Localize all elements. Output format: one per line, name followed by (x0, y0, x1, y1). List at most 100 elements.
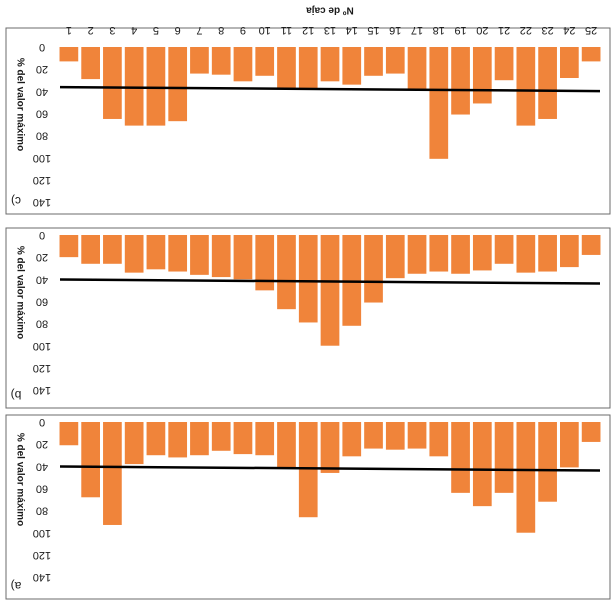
x-category-label: 24 (563, 24, 575, 36)
bar-5 (146, 422, 166, 456)
y-tick-label: 100 (33, 340, 51, 352)
x-category-label: 21 (498, 24, 510, 36)
bar-1 (59, 422, 79, 446)
bar-10 (255, 422, 275, 456)
y-tick-label: 0 (39, 229, 45, 241)
bar-1 (59, 235, 79, 258)
y-tick-label: 20 (36, 63, 48, 75)
bar-17 (407, 235, 427, 274)
bar-21 (494, 47, 514, 81)
y-tick-label: 120 (33, 549, 51, 561)
panel-letter: b) (11, 388, 22, 402)
bar-10 (255, 47, 275, 76)
y-tick-label: 40 (36, 273, 48, 285)
bar-9 (233, 235, 253, 280)
bar-18 (429, 47, 449, 159)
bar-11 (277, 47, 296, 90)
x-category-label: 9 (240, 24, 246, 36)
x-category-label: 22 (520, 24, 532, 36)
bar-14 (342, 47, 362, 85)
bar-17 (407, 47, 427, 91)
bar-14 (342, 235, 362, 326)
bar-9 (233, 47, 253, 82)
bar-20 (472, 422, 492, 507)
bar-7 (190, 47, 209, 74)
bar-6 (168, 47, 188, 122)
bar-15 (364, 47, 383, 76)
x-category-label: 1 (66, 24, 72, 36)
bar-15 (364, 235, 383, 303)
bar-5 (146, 47, 166, 126)
x-category-label: 19 (454, 24, 466, 36)
bar-6 (168, 422, 188, 458)
bar-22 (516, 235, 536, 273)
y-tick-label: 120 (33, 174, 51, 186)
y-tick-label: 20 (36, 251, 48, 263)
y-tick-label: 80 (36, 130, 48, 142)
bar-10 (255, 235, 275, 291)
bar-16 (385, 235, 405, 279)
x-category-label: 20 (476, 24, 488, 36)
bar-6 (168, 235, 188, 272)
y-tick-label: 0 (39, 416, 45, 428)
y-tick-label: 140 (33, 196, 51, 208)
y-axis-label: % del valor máximo (14, 433, 25, 526)
x-category-label: 25 (585, 24, 597, 36)
y-tick-label: 140 (33, 571, 51, 583)
bar-17 (407, 422, 427, 449)
bar-1 (59, 47, 79, 62)
bar-4 (124, 47, 144, 126)
x-category-label: 15 (367, 24, 379, 36)
bar-23 (538, 47, 557, 119)
bar-22 (516, 47, 536, 126)
bar-2 (81, 422, 100, 498)
y-tick-label: 0 (39, 41, 45, 53)
bar-13 (320, 422, 340, 473)
bar-18 (429, 422, 449, 457)
bar-12 (298, 235, 318, 323)
y-axis-label: % del valor máximo (14, 246, 25, 339)
bar-25 (581, 235, 601, 255)
bar-9 (233, 422, 253, 455)
bar-16 (385, 422, 405, 450)
y-tick-label: 40 (36, 85, 48, 97)
x-category-label: 4 (131, 24, 137, 36)
y-tick-label: 60 (36, 483, 48, 495)
bar-16 (385, 47, 405, 74)
bar-21 (494, 235, 514, 264)
y-tick-label: 60 (36, 296, 48, 308)
y-axis-label: % del valor máximo (14, 58, 25, 151)
y-tick-label: 40 (36, 460, 48, 472)
panel-letter: a) (11, 579, 22, 593)
y-tick-label: 120 (33, 362, 51, 374)
bar-19 (451, 235, 470, 274)
bar-25 (581, 47, 601, 62)
bar-23 (538, 422, 557, 502)
bar-19 (451, 47, 470, 115)
x-category-label: 8 (218, 24, 224, 36)
y-tick-label: 20 (36, 438, 48, 450)
x-category-label: 13 (324, 24, 336, 36)
panel-letter: c) (11, 194, 21, 208)
x-category-label: 5 (153, 24, 159, 36)
bar-21 (494, 422, 514, 493)
x-category-label: 12 (302, 24, 314, 36)
x-category-label: 10 (259, 24, 271, 36)
bar-20 (472, 47, 492, 104)
x-category-label: 18 (433, 24, 445, 36)
y-tick-label: 140 (33, 384, 51, 396)
bar-24 (560, 235, 579, 268)
y-tick-label: 100 (33, 152, 51, 164)
x-category-label: 23 (541, 24, 553, 36)
bar-11 (277, 422, 296, 469)
x-axis-title: Nº de caja (306, 4, 354, 15)
x-category-label: 6 (175, 24, 181, 36)
y-tick-label: 80 (36, 318, 48, 330)
chart-panel-2: 0 20 40 60 80 100 120 140 % del valor máximo b) (5, 227, 611, 409)
bar-11 (277, 235, 296, 310)
bar-3 (103, 235, 122, 264)
bar-8 (211, 47, 231, 75)
